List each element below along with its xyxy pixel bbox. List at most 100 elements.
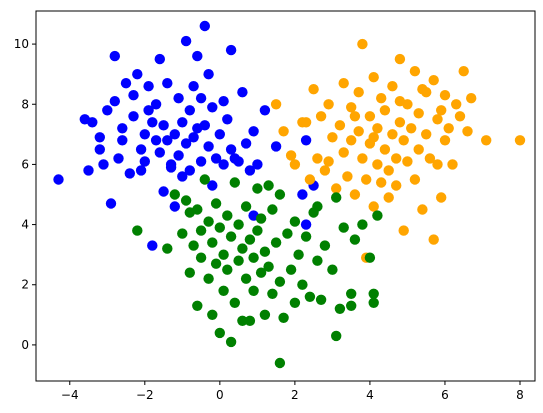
scatter-point xyxy=(346,288,357,299)
scatter-point xyxy=(132,225,143,236)
scatter-point xyxy=(285,150,297,161)
scatter-point xyxy=(368,201,379,212)
scatter-point xyxy=(289,216,301,227)
scatter-point xyxy=(120,78,132,89)
scatter-point xyxy=(334,120,346,131)
scatter-point xyxy=(417,84,428,95)
scatter-point xyxy=(379,105,391,116)
scatter-point xyxy=(357,153,368,164)
scatter-point xyxy=(184,105,195,116)
scatter-point xyxy=(154,147,165,158)
scatter-point xyxy=(259,309,271,320)
scatter-point xyxy=(207,309,218,320)
scatter-point xyxy=(263,180,274,191)
scatter-point xyxy=(124,168,135,179)
y-tick-label: 10 xyxy=(14,37,29,51)
scatter-point xyxy=(297,189,308,200)
scatter-point xyxy=(391,153,402,164)
scatter-point xyxy=(135,165,147,176)
x-tick-label: 2 xyxy=(291,388,299,402)
scatter-point xyxy=(173,150,184,161)
scatter-point xyxy=(203,273,214,284)
scatter-point xyxy=(259,246,271,257)
scatter-point xyxy=(300,231,312,242)
scatter-point xyxy=(207,102,218,113)
scatter-point xyxy=(252,159,263,170)
scatter-point xyxy=(165,159,177,170)
scatter-point xyxy=(199,20,210,32)
scatter-point xyxy=(162,243,173,254)
scatter-point xyxy=(331,330,342,342)
scatter-point xyxy=(432,114,443,125)
scatter-point xyxy=(368,288,379,299)
scatter-point xyxy=(274,276,286,287)
scatter-point xyxy=(94,144,106,155)
scatter-point xyxy=(364,111,376,122)
scatter-point xyxy=(327,264,338,275)
scatter-point xyxy=(368,132,379,143)
x-tick-label: 6 xyxy=(441,388,449,402)
scatter-point xyxy=(323,156,334,167)
scatter-point xyxy=(222,264,233,275)
scatter-point xyxy=(270,237,282,248)
scatter-point xyxy=(368,297,379,308)
scatter-point xyxy=(210,258,222,269)
scatter-point xyxy=(327,132,338,143)
scatter-point xyxy=(361,174,372,185)
scatter-point xyxy=(229,297,240,308)
scatter-point xyxy=(439,90,451,101)
scatter-point xyxy=(218,249,229,260)
scatter-point xyxy=(293,249,304,260)
scatter-point xyxy=(447,159,458,170)
scatter-point xyxy=(158,120,169,131)
scatter-point xyxy=(398,135,409,146)
scatter-point xyxy=(421,129,432,140)
scatter-point xyxy=(218,96,229,107)
y-tick-label: 0 xyxy=(21,338,29,352)
scatter-point xyxy=(184,165,195,176)
scatter-point xyxy=(338,147,349,158)
scatter-point xyxy=(368,72,379,83)
scatter-point xyxy=(428,75,439,86)
scatter-point xyxy=(147,240,158,251)
y-tick-label: 6 xyxy=(21,157,29,171)
scatter-point xyxy=(188,132,199,143)
scatter-point xyxy=(184,267,195,278)
scatter-point xyxy=(177,171,188,182)
scatter-point xyxy=(428,234,439,245)
scatter-point xyxy=(267,288,278,299)
plot-frame xyxy=(35,10,536,382)
scatter-point xyxy=(222,210,233,221)
scatter-point xyxy=(233,255,244,266)
scatter-point xyxy=(357,219,368,230)
scatter-point xyxy=(346,135,357,146)
scatter-point xyxy=(346,102,357,113)
scatter-point xyxy=(349,234,361,245)
scatter-point xyxy=(372,159,383,170)
x-tick-label: 4 xyxy=(366,388,374,402)
scatter-point xyxy=(353,126,364,137)
x-axis: −4 −2 0 2 4 6 8 xyxy=(61,381,524,402)
scatter-point xyxy=(304,291,316,302)
scatter-point xyxy=(192,300,203,311)
scatter-point xyxy=(128,90,139,101)
scatter-point xyxy=(304,174,316,185)
scatter-point xyxy=(259,105,271,116)
scatter-point xyxy=(169,201,180,212)
scatter-point xyxy=(83,165,94,176)
scatter-point xyxy=(278,312,289,323)
scatter-point xyxy=(195,93,207,104)
scatter-point xyxy=(466,93,477,104)
scatter-point xyxy=(436,192,447,203)
scatter-point xyxy=(180,138,192,149)
scatter-point xyxy=(274,357,286,369)
scatter-point xyxy=(481,135,492,146)
scatter-point xyxy=(225,231,237,242)
scatter-point xyxy=(195,156,207,167)
scatter-point xyxy=(402,156,413,167)
scatter-point xyxy=(233,156,244,167)
scatter-point xyxy=(102,105,113,116)
scatter-point xyxy=(109,96,121,107)
scatter-point xyxy=(312,255,323,266)
